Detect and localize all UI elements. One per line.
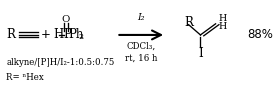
Text: P: P <box>64 28 71 41</box>
Text: Ph: Ph <box>69 28 84 41</box>
Text: R: R <box>6 28 15 41</box>
Text: H: H <box>218 14 227 23</box>
Text: rt, 16 h: rt, 16 h <box>125 54 157 63</box>
Text: I: I <box>198 47 203 60</box>
Text: alkyne/[P]H/I₂-1:0.5:0.75: alkyne/[P]H/I₂-1:0.5:0.75 <box>6 58 115 67</box>
Text: CDCl₃,: CDCl₃, <box>127 42 156 51</box>
Text: 2: 2 <box>79 33 84 41</box>
Text: H: H <box>53 28 64 41</box>
Text: 88%: 88% <box>247 28 273 41</box>
Text: I₂: I₂ <box>137 13 145 22</box>
Text: O: O <box>62 15 70 24</box>
Text: H: H <box>218 22 227 31</box>
Text: +: + <box>40 28 50 41</box>
Text: R: R <box>184 16 193 29</box>
Text: R= ⁿHex: R= ⁿHex <box>6 73 44 82</box>
